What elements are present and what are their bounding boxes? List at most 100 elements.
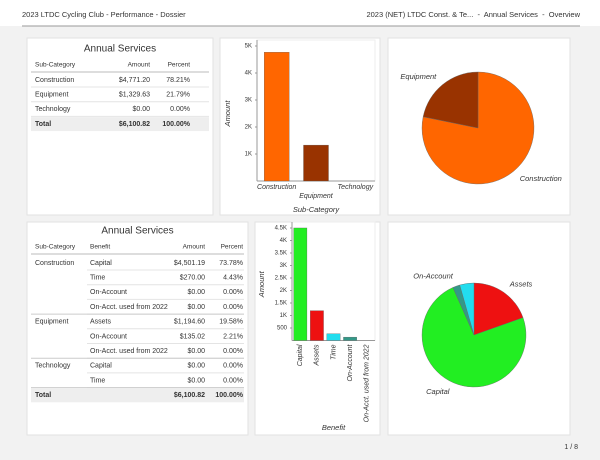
pie-slice bbox=[473, 282, 524, 336]
x-axis-title: Benefit bbox=[322, 423, 346, 432]
header-right: 2023 (NET) LTDC Const. & Te... - Annual … bbox=[366, 10, 580, 19]
table-title: Annual Services bbox=[84, 44, 156, 55]
column-header: Benefit bbox=[90, 244, 110, 251]
bar bbox=[310, 310, 324, 341]
column-header: Percent bbox=[168, 62, 191, 69]
panel bbox=[219, 37, 381, 216]
y-tick-label: 1K bbox=[280, 313, 287, 319]
table-cell: $1,329.63 bbox=[119, 92, 150, 99]
table-cell: On-Account bbox=[90, 333, 127, 340]
table-cell: On-Acct. used from 2022 bbox=[90, 348, 168, 355]
table-cell: $0.00 bbox=[187, 348, 205, 355]
table-cell: On-Acct. used from 2022 bbox=[90, 304, 168, 311]
pie-label: On-Account bbox=[413, 272, 454, 281]
table-cell: Construction bbox=[35, 260, 74, 267]
column-header: Amount bbox=[128, 62, 151, 69]
x-tick-label: On-Account bbox=[347, 343, 354, 381]
total-row bbox=[31, 388, 244, 403]
table-cell: 0.00% bbox=[223, 377, 243, 384]
table-cell: 19.58% bbox=[219, 319, 243, 326]
column-header: Sub-Category bbox=[35, 62, 76, 69]
table-cell: Equipment bbox=[35, 319, 69, 326]
table-cell: Construction bbox=[35, 77, 74, 84]
y-tick-label: 1K bbox=[245, 152, 252, 158]
y-axis-title: Amount bbox=[223, 100, 232, 128]
table-cell: 0.00% bbox=[223, 348, 243, 355]
y-tick-label: 500 bbox=[277, 326, 288, 332]
table-cell: $0.00 bbox=[187, 289, 205, 296]
table-total: $6,100.82 bbox=[174, 392, 205, 399]
bar bbox=[264, 52, 290, 182]
table-cell: $0.00 bbox=[187, 304, 205, 311]
y-tick-label: 2.5K bbox=[275, 276, 287, 282]
table-cell: $0.00 bbox=[187, 377, 205, 384]
x-tick-label: Capital bbox=[297, 344, 304, 366]
table-cell: $1,194.60 bbox=[174, 319, 205, 326]
table-cell: Capital bbox=[90, 363, 112, 370]
table-cell: 0.00% bbox=[223, 304, 243, 311]
table-cell: $0.00 bbox=[187, 363, 205, 370]
pie-label: Construction bbox=[520, 174, 562, 183]
table-cell: Equipment bbox=[35, 92, 69, 99]
y-tick-label: 4K bbox=[245, 71, 252, 77]
bar bbox=[303, 144, 329, 182]
table-total: $6,100.82 bbox=[119, 121, 150, 128]
x-axis-title: Sub-Category bbox=[293, 205, 341, 214]
table-cell: Capital bbox=[90, 260, 112, 267]
table-total: 100.00% bbox=[162, 121, 190, 128]
pie-slice bbox=[421, 71, 535, 185]
table-cell: $0.00 bbox=[132, 106, 150, 113]
table-cell: $4,501.19 bbox=[174, 260, 205, 267]
table-cell: $270.00 bbox=[180, 275, 205, 282]
x-tick-label: Assets bbox=[314, 344, 321, 367]
column-header: Amount bbox=[183, 244, 206, 251]
table-cell: 78.21% bbox=[166, 77, 190, 84]
x-tick-label: Equipment bbox=[299, 193, 334, 200]
table-cell: $135.02 bbox=[180, 333, 205, 340]
bar bbox=[293, 227, 308, 341]
pie-slice bbox=[422, 71, 479, 129]
y-tick-label: 1.5K bbox=[275, 301, 287, 307]
pie-label: Capital bbox=[426, 387, 450, 396]
y-tick-label: 3.5K bbox=[275, 251, 287, 257]
table-cell: 0.00% bbox=[170, 106, 190, 113]
pie-slice bbox=[421, 287, 527, 388]
table-total: 100.00% bbox=[215, 392, 243, 399]
table-cell: 73.78% bbox=[219, 260, 243, 267]
column-header: Percent bbox=[221, 244, 244, 251]
table-cell: On-Account bbox=[90, 289, 127, 296]
header-left: 2023 LTDC Cycling Club - Performance - D… bbox=[22, 10, 186, 19]
header-bar bbox=[0, 0, 600, 26]
total-row bbox=[31, 117, 209, 132]
y-tick-label: 2K bbox=[280, 288, 287, 294]
y-tick-label: 2K bbox=[245, 125, 252, 131]
table-cell: Assets bbox=[90, 319, 112, 326]
column-header: Sub-Category bbox=[35, 244, 76, 251]
table-cell: 21.79% bbox=[166, 92, 190, 99]
bar bbox=[343, 336, 357, 341]
table-cell: $4,771.20 bbox=[119, 77, 150, 84]
page-number: 1 / 8 bbox=[564, 444, 578, 451]
table-cell: 4.43% bbox=[223, 275, 243, 282]
y-tick-label: 4K bbox=[280, 238, 287, 244]
table-cell: Technology bbox=[35, 106, 71, 113]
y-tick-label: 3K bbox=[280, 263, 287, 269]
pie-slice bbox=[459, 282, 475, 336]
y-axis-title: Amount bbox=[257, 270, 266, 298]
table-total: Total bbox=[35, 121, 51, 128]
pie-label: Equipment bbox=[400, 72, 437, 81]
table-cell: Time bbox=[90, 377, 105, 384]
x-tick-label: On-Acct. used from 2022 bbox=[364, 344, 371, 422]
y-tick-label: 5K bbox=[245, 44, 252, 50]
table-cell: Time bbox=[90, 275, 105, 282]
y-tick-label: 3K bbox=[245, 98, 252, 104]
bar bbox=[326, 333, 341, 341]
x-tick-label: Technology bbox=[338, 184, 374, 191]
table-cell: 2.21% bbox=[223, 333, 243, 340]
pie-label: Assets bbox=[509, 279, 533, 288]
x-tick-label: Construction bbox=[257, 184, 296, 191]
table-total: Total bbox=[35, 392, 51, 399]
table-cell: Technology bbox=[35, 363, 71, 370]
